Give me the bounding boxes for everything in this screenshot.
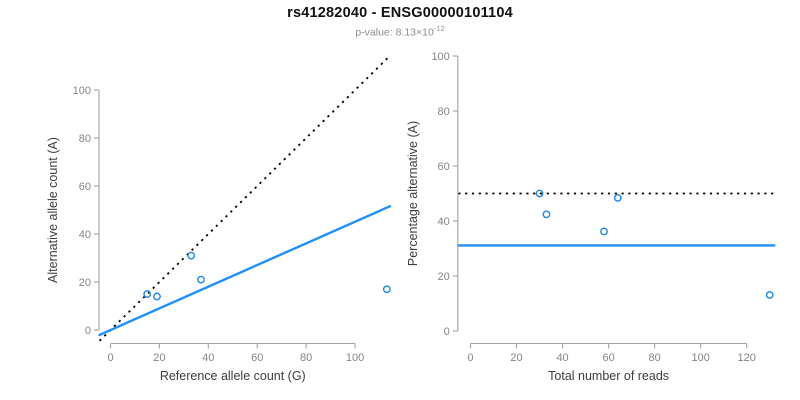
y-tick-label: 40 xyxy=(438,216,450,228)
x-tick-label: 0 xyxy=(467,352,473,364)
x-tick-label: 40 xyxy=(556,352,568,364)
data-point xyxy=(600,227,608,236)
y-tick-label: 20 xyxy=(438,271,450,283)
x-tick-label: 20 xyxy=(153,352,165,364)
x-tick-label: 40 xyxy=(202,352,214,364)
data-point xyxy=(143,290,152,298)
allelic-ratio-line xyxy=(98,205,392,337)
y-tick-label: 40 xyxy=(79,229,91,241)
data-point xyxy=(535,189,544,198)
page-title: rs41282040 - ENSG00000101104 xyxy=(287,5,513,21)
percentage-x-axis: 0 20 40 60 80 100 120 Total number of reads xyxy=(467,342,756,383)
x-tick-label: 100 xyxy=(346,352,364,364)
x-axis-title: Reference allele count (G) xyxy=(160,369,306,383)
y-tick-label: 0 xyxy=(85,325,91,337)
x-tick-label: 80 xyxy=(649,352,661,364)
data-point xyxy=(187,251,196,260)
x-tick-label: 60 xyxy=(251,352,263,364)
allele-counts-x-axis: 0 20 40 60 80 100 Reference allele count (G) xyxy=(107,342,364,383)
y-tick-label: 100 xyxy=(73,85,91,97)
p-value-exponent: -12 xyxy=(433,24,445,33)
y-tick-label: 60 xyxy=(438,161,450,173)
y-axis-title: Percentage alternative (A) xyxy=(406,121,420,266)
identity-line xyxy=(98,56,390,342)
data-point xyxy=(542,210,551,219)
y-tick-label: 80 xyxy=(79,133,91,145)
x-tick-label: 20 xyxy=(510,352,522,364)
y-tick-label: 20 xyxy=(79,277,91,289)
y-tick-label: 100 xyxy=(431,51,449,63)
x-tick-label: 0 xyxy=(107,352,113,364)
data-point xyxy=(613,193,622,202)
x-tick-label: 60 xyxy=(602,352,614,364)
y-axis-title: Alternative allele count (A) xyxy=(46,137,60,283)
x-tick-label: 100 xyxy=(691,352,709,364)
percentage-y-axis: 0 20 40 60 80 100 Percentage alternative (A) xyxy=(406,51,459,338)
p-value-subtitle: p-value: 8.13×10-12 xyxy=(0,24,800,39)
percentage-plot: 0 20 40 60 80 100 120 Total number of reads 0 20 4… xyxy=(406,51,776,383)
data-point xyxy=(197,275,205,284)
data-point xyxy=(153,292,161,301)
y-tick-label: 80 xyxy=(438,106,450,118)
x-tick-label: 80 xyxy=(300,352,312,364)
p-value-text: p-value: 8.13×10 xyxy=(355,26,434,39)
allele-counts-y-axis: 0 20 40 60 80 100 Alternative allele count (A) xyxy=(46,85,100,337)
y-tick-label: 60 xyxy=(79,181,91,193)
data-point xyxy=(382,285,391,294)
allele-counts-plot: 0 20 40 60 80 100 Reference allele count (G) 0 2… xyxy=(46,56,392,383)
x-tick-label: 120 xyxy=(738,352,756,364)
y-tick-label: 0 xyxy=(444,326,450,338)
data-point xyxy=(765,291,774,299)
x-axis-title: Total number of reads xyxy=(548,369,669,383)
